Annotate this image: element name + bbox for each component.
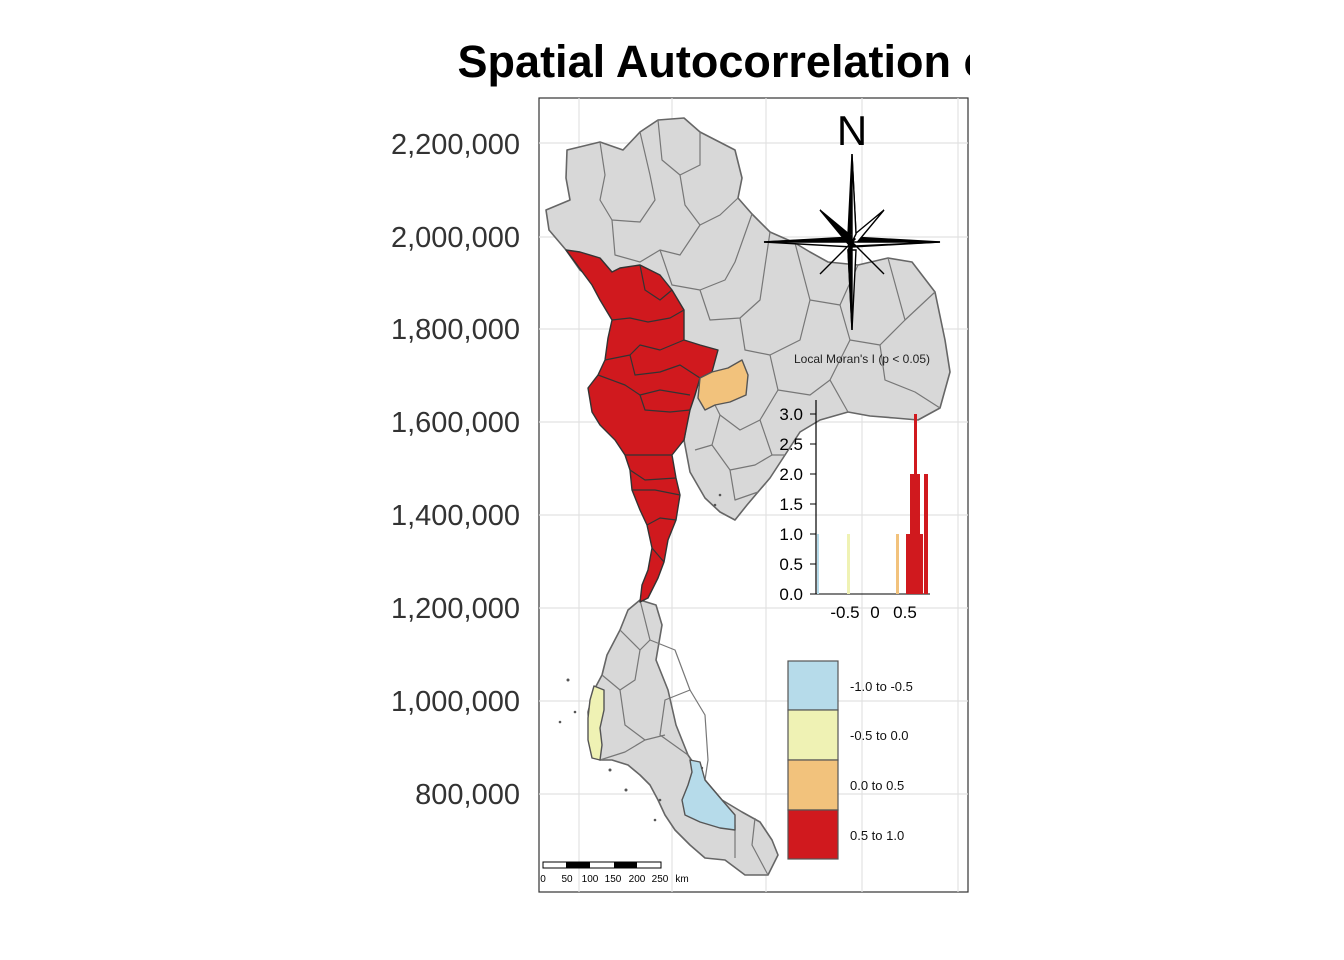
scale-bar: 0 50 100 150 200 250 km — [540, 861, 689, 885]
histogram-bar — [847, 534, 850, 594]
legend-label: 0.5 to 1.0 — [850, 828, 904, 843]
histogram-bar — [920, 534, 923, 594]
histogram-y-tick: 1.0 — [779, 525, 803, 544]
histogram-y-tick: 1.5 — [779, 495, 803, 514]
scale-bar-label: 200 — [629, 874, 646, 885]
scale-bar-label: 100 — [582, 874, 599, 885]
legend-swatch — [787, 759, 839, 811]
map-panel: N Local Moran's I (p < 0.05) — [538, 97, 969, 893]
district-boundaries — [599, 119, 941, 876]
legend-label: 0.0 to 0.5 — [850, 778, 904, 793]
histogram-y-tick: 3.0 — [779, 405, 803, 424]
y-tick-label: 1,400,000 — [391, 500, 520, 532]
compass-rose-icon — [763, 153, 941, 331]
scale-bar-label: 50 — [561, 874, 573, 885]
histogram-bar — [924, 474, 928, 594]
map-title: Spatial Autocorrelation of S — [457, 36, 970, 87]
histogram-y-tick: 2.5 — [779, 435, 803, 454]
histogram-bar — [906, 534, 910, 594]
map-title-clip: Spatial Autocorrelation of S — [368, 30, 970, 92]
histogram-y-tick: 0.5 — [779, 555, 803, 574]
histogram-y-tick: 0.0 — [779, 585, 803, 604]
legend-swatch — [787, 709, 839, 761]
high-high-internal-boundaries — [597, 264, 701, 563]
histogram-bar — [917, 474, 920, 594]
histogram-bars — [817, 414, 928, 594]
cluster-polygon-low-low — [587, 685, 605, 761]
histogram-y-tick: 2.0 — [779, 465, 803, 484]
legend-swatch — [787, 660, 839, 711]
y-axis: 2,200,000 2,000,000 1,800,000 1,600,000 … — [391, 129, 520, 811]
histogram-bar — [896, 534, 899, 594]
y-tick-label: 1,800,000 — [391, 314, 520, 346]
north-arrow: N — [763, 107, 941, 331]
scale-bar-label: 150 — [605, 874, 622, 885]
legend: -1.0 to -0.5 -0.5 to 0.0 0.0 to 0.5 0.5 … — [787, 660, 913, 860]
histogram-bar — [910, 474, 914, 594]
islands — [558, 493, 722, 822]
y-tick-label: 2,000,000 — [391, 222, 520, 254]
north-arrow-label: N — [837, 107, 867, 154]
histogram-title: Local Moran's I (p < 0.05) — [794, 352, 930, 366]
cluster-polygon-negative — [681, 759, 736, 831]
y-tick-label: 1,000,000 — [391, 686, 520, 718]
histogram-x-tick: 0 — [870, 603, 879, 622]
histogram-x-tick: 0.5 — [893, 603, 917, 622]
scale-bar-label: km — [675, 874, 688, 885]
histogram-bar — [914, 414, 917, 594]
cluster-polygon-low-high — [697, 359, 749, 411]
legend-label: -0.5 to 0.0 — [850, 728, 909, 743]
histogram-inset: Local Moran's I (p < 0.05) 3.0 2.5 2.0 1… — [779, 352, 930, 622]
y-tick-label: 2,200,000 — [391, 129, 520, 161]
y-tick-label: 1,600,000 — [391, 407, 520, 439]
histogram-x-tick: -0.5 — [830, 603, 859, 622]
histogram-bar — [817, 534, 819, 594]
high-high-cluster — [565, 249, 719, 603]
legend-label: -1.0 to -0.5 — [850, 679, 913, 694]
scale-bar-label: 250 — [652, 874, 669, 885]
legend-swatch — [787, 809, 839, 860]
y-tick-label: 1,200,000 — [391, 593, 520, 625]
y-tick-label: 800,000 — [415, 779, 520, 811]
scale-bar-label: 0 — [540, 874, 546, 885]
